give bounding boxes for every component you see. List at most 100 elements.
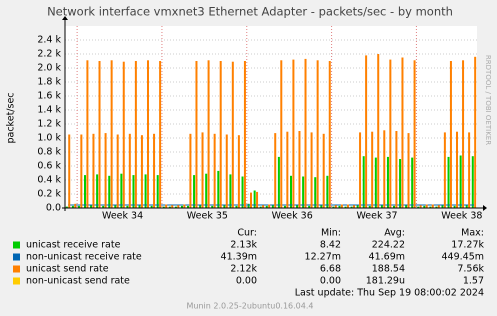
- spike: [316, 60, 319, 208]
- spike: [68, 134, 71, 208]
- spike: [243, 61, 246, 208]
- spike: [314, 177, 317, 208]
- spike: [465, 205, 468, 208]
- legend-stat: 188.54: [372, 264, 405, 275]
- spike: [431, 204, 434, 208]
- spike: [205, 173, 208, 208]
- y-tick-label: 0.8 k: [37, 147, 61, 158]
- legend-stat: 0.00: [236, 276, 257, 287]
- spike: [165, 204, 168, 208]
- y-tick-label: 1.6 k: [37, 91, 61, 102]
- spike: [231, 61, 234, 209]
- spike: [159, 61, 162, 208]
- spike: [102, 205, 105, 208]
- stat-header: Min:: [321, 228, 341, 239]
- spike: [183, 204, 186, 208]
- spike: [98, 61, 101, 208]
- spike: [213, 133, 216, 208]
- spike: [108, 175, 111, 208]
- spike: [346, 204, 349, 208]
- spike: [395, 131, 398, 208]
- spike: [90, 205, 93, 208]
- spike: [189, 133, 192, 208]
- x-tick-label: Week 37: [356, 211, 397, 222]
- spike: [380, 205, 383, 208]
- spike: [362, 156, 365, 208]
- spike: [265, 205, 268, 208]
- spike: [304, 58, 307, 209]
- spike: [374, 157, 377, 208]
- y-tick-label: 2.0 k: [37, 63, 61, 74]
- spike: [92, 133, 95, 208]
- spike: [201, 132, 204, 208]
- spike: [393, 205, 396, 208]
- spike: [241, 176, 244, 208]
- last-update: Last update: Thu Sep 19 08:00:02 2024: [295, 288, 484, 299]
- spike: [340, 204, 343, 208]
- spike: [247, 203, 250, 208]
- legend-stat: 0.00: [320, 276, 341, 287]
- spike: [320, 205, 323, 208]
- spike: [356, 205, 359, 208]
- y-tick-label: 0.4 k: [37, 175, 61, 186]
- x-axis-arrow: [483, 205, 487, 211]
- legend-stat: 2.13k: [230, 240, 257, 251]
- spike: [441, 205, 444, 208]
- footer: Munin 2.0.25-2ubuntu0.16.04.4: [187, 302, 314, 311]
- legend-stat: 8.42: [320, 240, 341, 251]
- spike: [177, 205, 180, 208]
- spike: [389, 59, 392, 208]
- spike: [168, 206, 171, 208]
- spike: [429, 206, 432, 208]
- spike: [86, 60, 89, 208]
- spike: [122, 61, 125, 209]
- spike: [128, 133, 131, 208]
- stat-header: Cur:: [237, 228, 257, 239]
- spike: [116, 134, 119, 208]
- y-tick-label: 0.0: [46, 203, 61, 214]
- spike: [423, 205, 426, 208]
- spike: [71, 205, 74, 208]
- spike: [383, 130, 386, 208]
- spike: [280, 60, 283, 208]
- spike: [140, 135, 143, 208]
- spike: [256, 191, 259, 208]
- y-axis-arrow: [62, 16, 68, 20]
- spike: [259, 206, 262, 208]
- spike: [308, 205, 311, 208]
- spike: [435, 206, 438, 208]
- spike: [290, 175, 293, 208]
- spike: [453, 205, 456, 208]
- spike: [474, 56, 477, 208]
- spike: [344, 206, 347, 208]
- x-tick-label: Week 35: [187, 211, 228, 222]
- spike: [468, 132, 471, 208]
- spike: [225, 134, 228, 208]
- spike: [455, 131, 458, 208]
- spike: [138, 205, 141, 208]
- spike: [449, 61, 452, 208]
- legend-swatch: [13, 265, 20, 273]
- spike: [195, 61, 198, 208]
- spike: [371, 131, 374, 208]
- spike: [199, 205, 202, 208]
- spike: [365, 55, 368, 209]
- legend-swatch: [13, 253, 20, 261]
- legend-stat: 2.12k: [230, 264, 257, 275]
- legend-stat: 41.39m: [221, 252, 257, 263]
- spike: [235, 205, 238, 208]
- spike: [413, 60, 416, 208]
- spike: [443, 132, 446, 208]
- spike: [283, 205, 286, 208]
- spike: [126, 205, 129, 208]
- spike: [150, 205, 153, 208]
- spike: [77, 205, 80, 208]
- spike: [322, 133, 325, 208]
- y-tick-label: 1.8 k: [37, 77, 61, 88]
- spike: [407, 133, 410, 208]
- spike: [156, 175, 159, 208]
- spike: [104, 133, 107, 208]
- legend-stat: 6.68: [320, 264, 341, 275]
- stat-header: Max:: [461, 228, 484, 239]
- x-tick-label: Week 38: [441, 211, 482, 222]
